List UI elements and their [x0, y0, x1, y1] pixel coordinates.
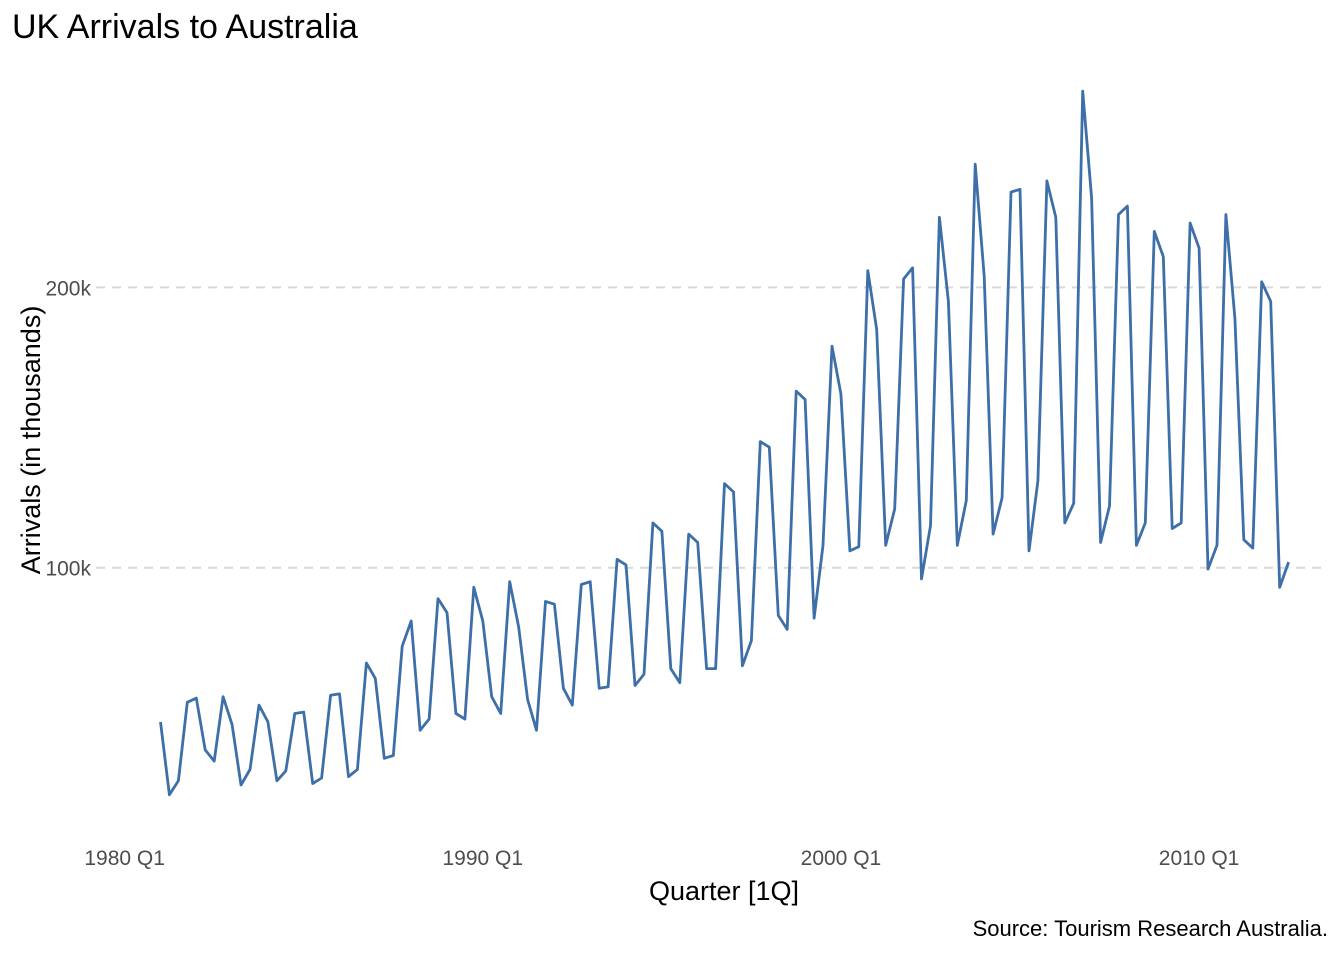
- x-tick-label: 2010 Q1: [1159, 847, 1240, 870]
- x-tick-label: 1980 Q1: [84, 847, 165, 870]
- y-axis-title: Arrivals (in thousands): [16, 306, 46, 575]
- y-tick-labels: 100k 200k: [45, 277, 91, 580]
- series-line-0: [159, 89, 1290, 797]
- series-layer: [159, 89, 1290, 797]
- gridlines: [96, 286, 1328, 569]
- x-tick-label: 2000 Q1: [801, 847, 882, 870]
- x-tick-labels: 1980 Q1 1990 Q1 2000 Q1 2010 Q1: [84, 847, 1239, 870]
- y-tick-label: 100k: [45, 558, 91, 581]
- chart-title: UK Arrivals to Australia: [12, 8, 358, 46]
- y-tick-label: 200k: [45, 277, 91, 300]
- x-axis-title: Quarter [1Q]: [649, 876, 799, 906]
- chart-caption: Source: Tourism Research Australia.: [972, 916, 1328, 941]
- x-tick-label: 1990 Q1: [443, 847, 524, 870]
